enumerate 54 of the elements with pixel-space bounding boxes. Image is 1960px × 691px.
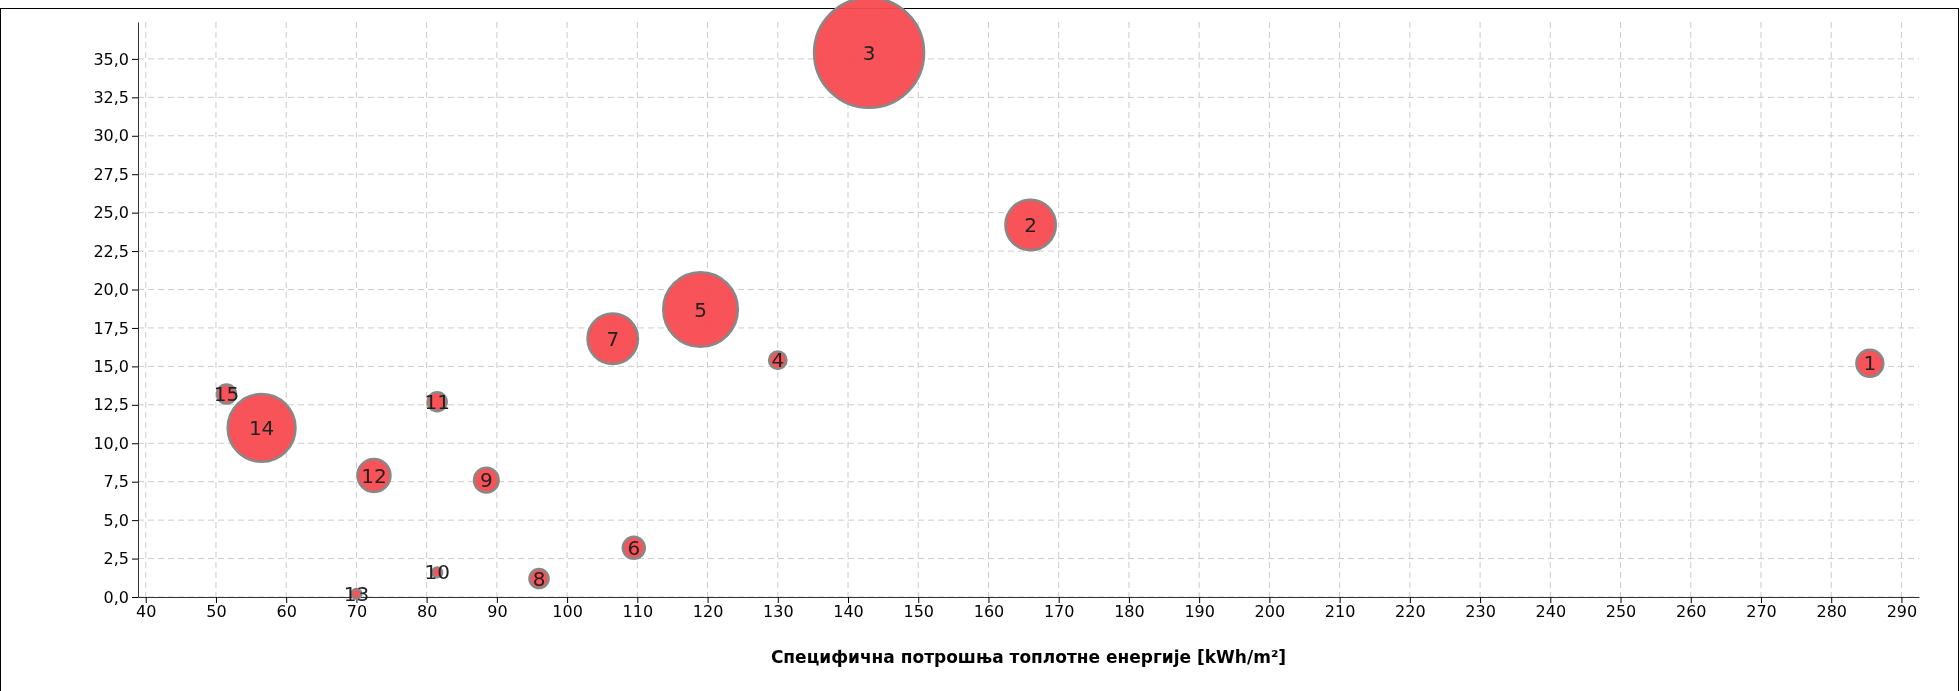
y-tick-label: 15,0: [93, 357, 129, 377]
annotation: 10: [424, 560, 450, 585]
y-tick-label: 25,0: [93, 203, 129, 223]
x-tick-label: 200: [1254, 602, 1286, 622]
x-tick-label: 210: [1324, 602, 1356, 622]
y-tick-label: 27,5: [93, 164, 129, 184]
x-tick-label: 240: [1535, 602, 1567, 622]
x-tick-label: 270: [1746, 602, 1777, 622]
x-axis-title: Специфична потрошња топлотне енергије [kWh/m²]: [770, 647, 1287, 667]
y-tick-label: 32,5: [93, 87, 129, 107]
x-tick-label: 280: [1816, 602, 1847, 622]
y-tick-label: 5,0: [103, 510, 129, 530]
annotation: 14: [248, 415, 275, 440]
annotation: 11: [424, 389, 450, 414]
x-tick-label: 90: [487, 602, 508, 622]
annotation: 12: [361, 463, 387, 488]
y-tick-label: 17,5: [93, 318, 129, 338]
y-tick-label: 7,5: [103, 472, 129, 492]
y-tick-label: 35,0: [93, 49, 129, 69]
annotation: 6: [627, 535, 641, 560]
x-tick-label: 110: [622, 602, 654, 622]
annotation: 3: [862, 40, 876, 65]
y-tick-label: 2,5: [103, 549, 129, 569]
x-tick-label: 220: [1395, 602, 1426, 622]
x-tick-label: 290: [1886, 602, 1918, 622]
annotation: 9: [479, 468, 493, 493]
x-tick-label: 180: [1114, 602, 1145, 622]
x-tick-label: 160: [973, 602, 1005, 622]
y-tick-label: 20,0: [93, 280, 129, 300]
x-tick-label: 40: [136, 602, 157, 622]
x-tick-label: 190: [1184, 602, 1215, 622]
x-tick-label: 80: [416, 602, 438, 622]
annotation: 8: [532, 566, 546, 591]
annotation: 1: [1863, 351, 1877, 376]
y-tick-label: 30,0: [93, 126, 129, 146]
annotation: 4: [771, 348, 785, 373]
y-tick-label: 0,0: [103, 587, 129, 607]
x-tick-label: 130: [763, 602, 794, 622]
x-tick-label: 100: [552, 602, 583, 622]
x-tick-label: 50: [206, 602, 227, 622]
x-tick-label: 150: [903, 602, 935, 622]
x-tick-label: 170: [1043, 602, 1075, 622]
y-tick-label: 22,5: [93, 241, 129, 261]
x-tick-label: 250: [1605, 602, 1637, 622]
annotation: 7: [606, 326, 620, 351]
x-tick-label: 140: [833, 602, 864, 622]
annotation: 2: [1024, 212, 1037, 237]
x-tick-label: 260: [1675, 602, 1707, 622]
x-tick-label: 230: [1465, 602, 1496, 622]
annotation: 5: [694, 297, 707, 322]
x-tick-label: 120: [692, 602, 724, 622]
x-tick-label: 60: [276, 602, 297, 622]
y-tick-label: 10,0: [93, 433, 129, 453]
y-tick-label: 12,5: [93, 395, 129, 415]
